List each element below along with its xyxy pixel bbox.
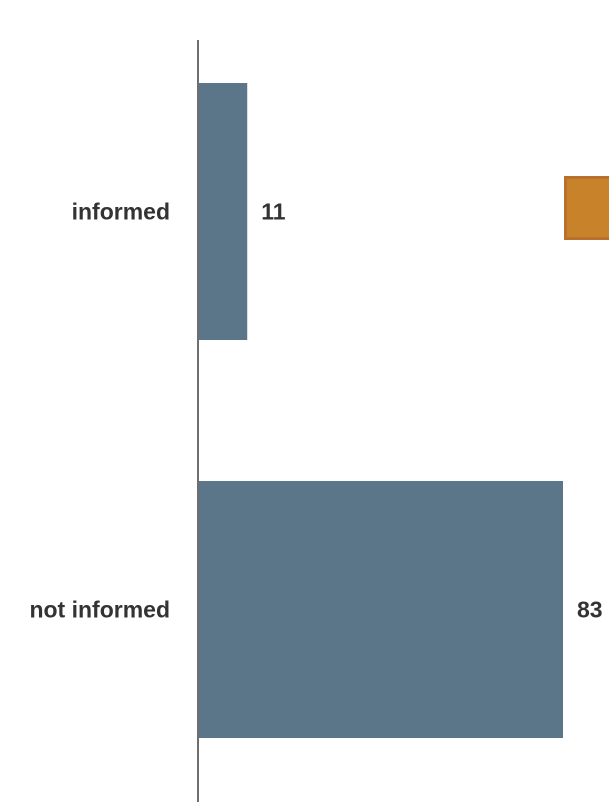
value-label-informed: 11 [261, 199, 286, 225]
bars-group [199, 83, 563, 738]
legend-marker [564, 176, 609, 240]
value-labels-group: 11 83 [261, 199, 602, 623]
category-label-informed: informed [72, 199, 170, 225]
category-label-not-informed: not informed [29, 597, 170, 623]
bar-informed [199, 83, 248, 340]
category-labels-group: informed not informed [29, 199, 170, 623]
bar-not-informed [199, 481, 563, 738]
value-label-not-informed: 83 [577, 597, 603, 623]
